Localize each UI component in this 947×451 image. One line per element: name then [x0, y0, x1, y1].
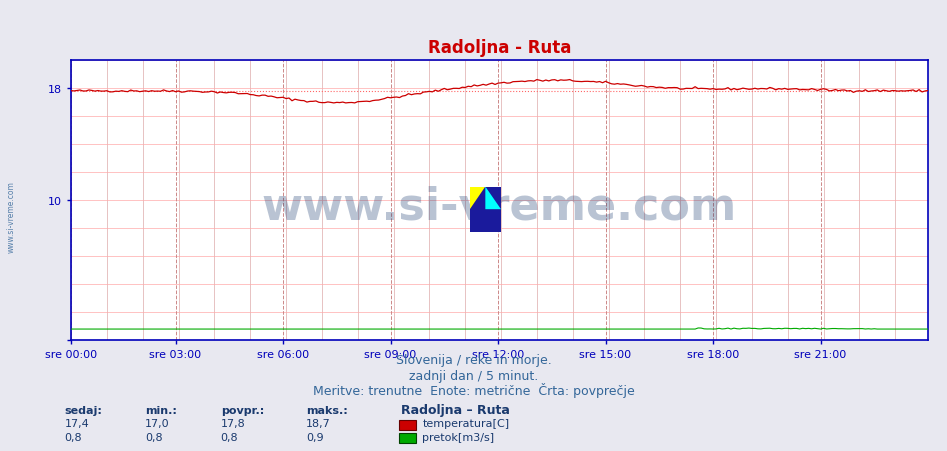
- Text: 0,8: 0,8: [145, 432, 163, 442]
- Text: povpr.:: povpr.:: [221, 405, 264, 414]
- Text: 18,7: 18,7: [306, 418, 331, 428]
- Text: zadnji dan / 5 minut.: zadnji dan / 5 minut.: [409, 369, 538, 382]
- Text: Slovenija / reke in morje.: Slovenija / reke in morje.: [396, 353, 551, 366]
- Text: 0,8: 0,8: [64, 432, 82, 442]
- Polygon shape: [470, 187, 486, 210]
- Text: 0,8: 0,8: [221, 432, 239, 442]
- Text: www.si-vreme.com: www.si-vreme.com: [262, 185, 737, 228]
- Text: Radoljna – Ruta: Radoljna – Ruta: [401, 403, 509, 416]
- Text: pretok[m3/s]: pretok[m3/s]: [422, 432, 494, 442]
- Title: Radoljna - Ruta: Radoljna - Ruta: [428, 39, 571, 56]
- Text: 0,9: 0,9: [306, 432, 324, 442]
- Text: temperatura[C]: temperatura[C]: [422, 418, 509, 428]
- Text: 17,4: 17,4: [64, 418, 89, 428]
- Text: maks.:: maks.:: [306, 405, 348, 414]
- Polygon shape: [470, 187, 501, 232]
- Polygon shape: [486, 187, 501, 210]
- Text: min.:: min.:: [145, 405, 177, 414]
- Text: Meritve: trenutne  Enote: metrične  Črta: povprečje: Meritve: trenutne Enote: metrične Črta: …: [313, 382, 634, 398]
- Text: 17,8: 17,8: [221, 418, 245, 428]
- Text: sedaj:: sedaj:: [64, 405, 102, 414]
- Text: 17,0: 17,0: [145, 418, 170, 428]
- Text: www.si-vreme.com: www.si-vreme.com: [7, 180, 16, 253]
